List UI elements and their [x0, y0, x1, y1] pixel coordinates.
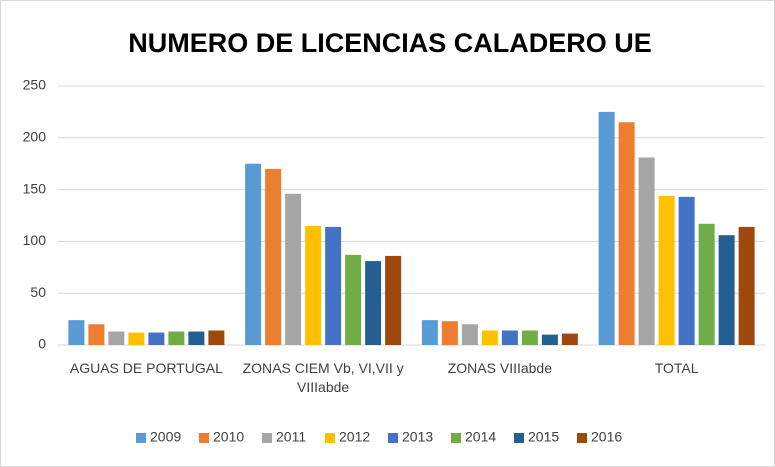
- legend-swatch: [199, 433, 209, 443]
- y-tick-label: 0: [38, 336, 46, 352]
- bar: [188, 331, 205, 345]
- legend-label: 2011: [276, 429, 306, 445]
- bar: [678, 196, 695, 345]
- bar: [461, 324, 478, 345]
- x-tick-label: AGUAS DE PORTUGAL: [69, 360, 223, 376]
- bar: [208, 330, 225, 345]
- bar: [738, 226, 755, 345]
- bar: [618, 122, 635, 345]
- x-tick-label: TOTAL: [654, 360, 699, 376]
- legend-swatch: [388, 433, 398, 443]
- bar: [421, 320, 438, 345]
- legend-label: 2014: [465, 429, 496, 445]
- legend-swatch: [136, 433, 146, 443]
- x-tick-label: ZONAS CIEM Vb, VI,VII y VIIIabde: [242, 360, 404, 395]
- bar: [128, 332, 145, 345]
- bar: [365, 261, 382, 345]
- legend-label: 2012: [339, 429, 370, 445]
- bar: [385, 255, 402, 345]
- y-tick-label: 50: [30, 284, 46, 300]
- bar: [108, 331, 125, 345]
- bar: [285, 193, 302, 345]
- legend-label: 2010: [213, 429, 244, 445]
- bar: [168, 331, 185, 345]
- bar: [598, 111, 615, 346]
- bar: [718, 235, 735, 345]
- legend-label: 2013: [402, 429, 433, 445]
- bar: [88, 324, 105, 345]
- bar: [561, 333, 578, 345]
- bar: [265, 168, 282, 345]
- bar: [305, 225, 322, 345]
- bar: [638, 157, 655, 345]
- bar: [658, 195, 675, 345]
- legend-swatch: [451, 433, 461, 443]
- x-tick-label: ZONAS VIIIabde: [447, 360, 553, 376]
- bar: [441, 321, 458, 345]
- bar: [325, 226, 342, 345]
- legend-swatch: [577, 433, 587, 443]
- chart-title: NUMERO DE LICENCIAS CALADERO UE: [128, 28, 652, 58]
- bar: [245, 163, 262, 345]
- bar: [68, 320, 85, 345]
- bar: [148, 332, 165, 345]
- legend-swatch: [262, 433, 272, 443]
- legend-swatch: [514, 433, 524, 443]
- bar: [541, 334, 558, 345]
- y-tick-label: 150: [23, 180, 47, 196]
- legend-label: 2016: [591, 429, 622, 445]
- y-tick-label: 100: [23, 232, 47, 248]
- legend-swatch: [325, 433, 335, 443]
- y-tick-label: 200: [23, 129, 47, 145]
- bar: [501, 330, 518, 345]
- bar: [698, 223, 715, 345]
- legend-label: 2015: [528, 429, 559, 445]
- legend-label: 2009: [150, 429, 181, 445]
- y-tick-label: 250: [23, 77, 47, 93]
- bar: [521, 330, 538, 345]
- bar: [481, 330, 498, 345]
- bar: [345, 254, 362, 345]
